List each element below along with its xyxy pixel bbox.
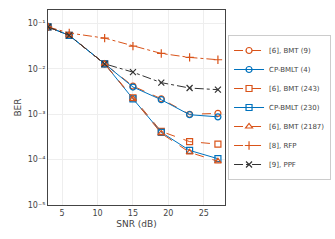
svg-text:[8], RFP: [8], RFP [269, 142, 296, 150]
svg-text:25: 25 [199, 209, 209, 218]
svg-text:15: 15 [128, 209, 138, 218]
svg-text:10⁻⁴: 10⁻⁴ [28, 155, 46, 164]
svg-text:10⁻²: 10⁻² [28, 65, 46, 74]
svg-text:[6], BMT (2187): [6], BMT (2187) [269, 123, 324, 131]
svg-text:[6], BMT (9): [6], BMT (9) [269, 47, 311, 55]
svg-text:10⁻⁵: 10⁻⁵ [28, 201, 46, 210]
svg-text:10⁻¹: 10⁻¹ [28, 19, 46, 28]
svg-text:SNR (dB): SNR (dB) [116, 219, 156, 229]
svg-text:CP-BMLT (230): CP-BMLT (230) [269, 104, 320, 112]
svg-text:10⁻³: 10⁻³ [28, 110, 46, 119]
svg-text:5: 5 [60, 209, 65, 218]
svg-text:20: 20 [163, 209, 173, 218]
svg-text:CP-BMLT (4): CP-BMLT (4) [269, 66, 311, 74]
svg-text:10: 10 [92, 209, 102, 218]
svg-text:[9], PPF: [9], PPF [269, 161, 296, 169]
svg-text:[6], BMT (243): [6], BMT (243) [269, 85, 320, 93]
svg-text:BER: BER [13, 98, 23, 116]
